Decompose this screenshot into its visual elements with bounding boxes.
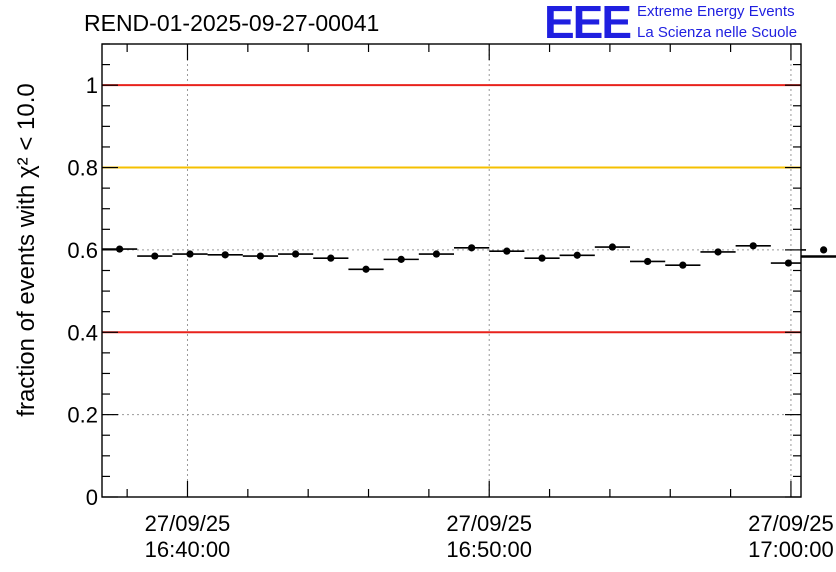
data-point <box>489 247 525 255</box>
data-point-marker <box>608 243 617 251</box>
data-point-marker <box>116 245 124 253</box>
data-point-marker <box>573 251 581 259</box>
x-tick-label-time: 16:40:00 <box>145 537 231 562</box>
x-tick-label-date: 27/09/25 <box>748 511 834 536</box>
data-point <box>524 254 560 262</box>
x-tick-label-date: 27/09/25 <box>446 511 532 536</box>
data-point-marker <box>432 250 441 258</box>
grid-lines <box>102 44 801 497</box>
data-point <box>594 243 631 251</box>
data-point-marker <box>256 252 265 260</box>
data-point <box>665 261 701 269</box>
data-point <box>242 252 279 260</box>
chart-title: REND-01-2025-09-27-00041 <box>84 10 380 36</box>
data-point <box>801 255 836 257</box>
data-point <box>700 248 736 256</box>
data-point <box>801 256 836 258</box>
reference-lines <box>102 84 801 334</box>
data-point-marker <box>679 261 687 269</box>
data-point <box>348 265 384 273</box>
axes <box>101 43 802 498</box>
data-point <box>630 257 666 266</box>
data-point-marker <box>784 259 793 267</box>
data-point <box>172 250 208 258</box>
y-tick-label: 0 <box>86 485 98 510</box>
x-tick-label-time: 16:50:00 <box>446 537 532 562</box>
data-point-marker <box>362 265 370 273</box>
y-tick-label: 0.2 <box>67 403 98 428</box>
x-tick-labels: 27/09/2516:40:0027/09/2516:50:0027/09/25… <box>145 511 834 562</box>
logo-line-1: Extreme Energy Events <box>637 3 795 20</box>
data-point-marker <box>714 248 722 256</box>
data-point <box>383 255 419 263</box>
y-tick-label: 1 <box>86 73 98 98</box>
y-tick-label: 0.8 <box>67 156 98 181</box>
data-point-marker <box>820 246 828 254</box>
logo-mark: EEE <box>544 0 632 48</box>
logo-line-2: La Scienza nelle Scuole <box>637 24 798 41</box>
data-point <box>454 244 490 252</box>
y-axis-label: fraction of events with χ² < 10.0 <box>13 83 40 416</box>
data-point-marker <box>292 250 300 258</box>
data-point <box>418 250 455 258</box>
data-point <box>801 246 828 254</box>
data-point-marker <box>749 242 757 250</box>
y-tick-label: 0.6 <box>67 238 98 263</box>
y-tick-label: 0.4 <box>67 320 98 345</box>
data-point <box>735 242 771 250</box>
data-point-marker <box>186 250 194 258</box>
x-tick-label-date: 27/09/25 <box>145 511 231 536</box>
data-point <box>137 252 173 260</box>
x-tick-label-time: 17:00:00 <box>748 537 834 562</box>
data-point-marker <box>538 254 546 262</box>
y-tick-labels: 0 0.2 0.4 0.6 0.8 1 <box>67 73 98 510</box>
data-point <box>313 254 349 262</box>
data-point-marker <box>221 251 229 259</box>
data-point-marker <box>503 247 511 255</box>
eee-logo: EEE Extreme Energy Events La Scienza nel… <box>544 0 836 48</box>
data-point-marker <box>644 257 652 266</box>
data-point-marker <box>468 244 476 252</box>
data-points <box>102 242 836 273</box>
plot-frame <box>101 43 802 498</box>
data-point-marker <box>327 254 335 262</box>
data-point <box>102 245 138 253</box>
data-point-marker <box>397 255 405 263</box>
data-point <box>207 251 243 259</box>
data-point <box>278 250 314 258</box>
data-point <box>770 259 801 267</box>
data-point <box>559 251 595 259</box>
data-point-marker <box>151 252 159 260</box>
